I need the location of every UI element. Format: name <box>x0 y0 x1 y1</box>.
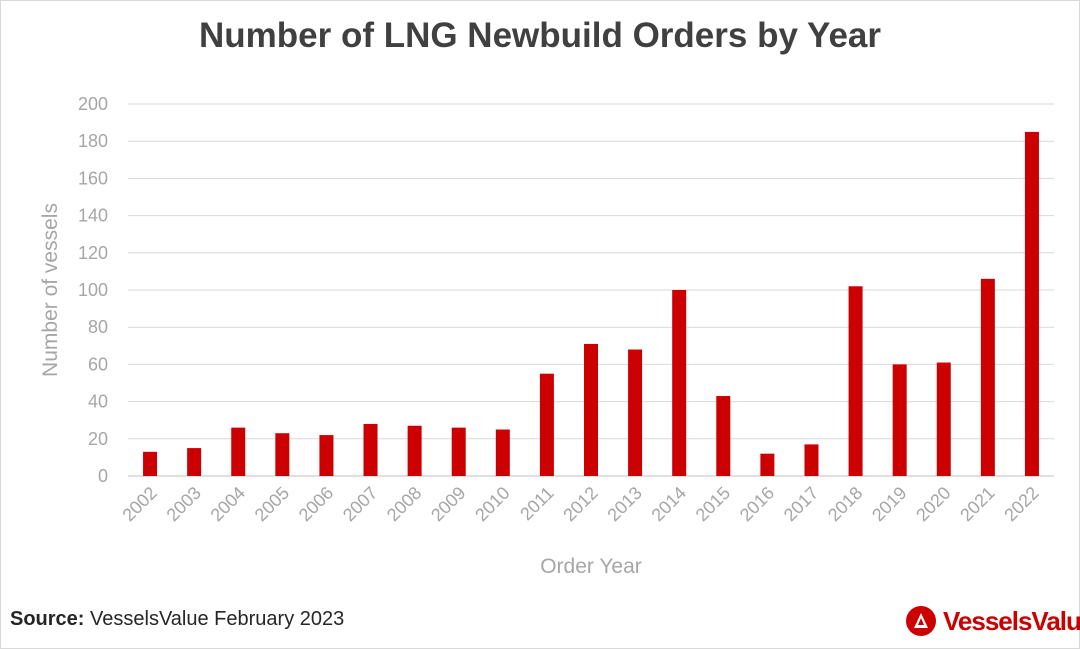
bar-2006 <box>319 435 334 476</box>
x-tick-label: 2011 <box>516 483 558 525</box>
bar-2010 <box>495 429 510 476</box>
x-tick-label: 2006 <box>295 483 337 525</box>
source-label: Source: <box>10 608 85 630</box>
x-tick-label: 2014 <box>648 483 690 525</box>
logo-icon <box>906 606 936 636</box>
bar-2020 <box>936 362 951 476</box>
bar-2016 <box>760 453 775 476</box>
bar-2009 <box>451 427 466 476</box>
bar-2011 <box>539 373 554 476</box>
bar-2013 <box>628 349 643 476</box>
x-tick-label: 2017 <box>780 483 822 525</box>
bar-2004 <box>231 427 246 476</box>
y-tick-label: 100 <box>78 280 108 300</box>
x-tick-label: 2016 <box>736 483 778 525</box>
y-tick-label: 120 <box>78 243 108 263</box>
bar-2019 <box>892 364 907 476</box>
y-tick-label: 140 <box>78 206 108 226</box>
x-tick-label: 2003 <box>163 483 205 525</box>
bar-2005 <box>275 433 290 476</box>
x-tick-label: 2010 <box>471 483 513 525</box>
x-tick-label: 2022 <box>1000 483 1042 525</box>
logo-text: VesselsValue <box>943 605 1080 636</box>
y-tick-label: 40 <box>88 392 108 412</box>
bar-2022 <box>1024 131 1039 476</box>
x-tick-label: 2013 <box>603 483 645 525</box>
bars <box>143 131 1039 476</box>
bar-chart: 0 20 40 60 80 100 120 140 160 180 200 2002 2003 2004… <box>39 94 1054 578</box>
y-axis-ticks: 0 20 40 60 80 100 120 140 160 180 200 <box>78 94 108 486</box>
bar-2002 <box>143 451 158 476</box>
x-tick-label: 2020 <box>912 483 954 525</box>
source-text: VesselsValue February 2023 <box>84 608 345 630</box>
x-tick-label: 2021 <box>956 483 998 525</box>
source-note: Source: VesselsValue February 2023 <box>10 608 344 631</box>
bar-2021 <box>980 278 995 476</box>
bar-2015 <box>716 396 731 476</box>
x-tick-label: 2009 <box>427 483 469 525</box>
x-tick-label: 2008 <box>383 483 425 525</box>
y-axis-title: Number of vessels <box>39 203 62 377</box>
x-axis-ticks: 2002 2003 2004 2005 2006 2007 2008 2009 2010 2011… <box>118 483 1042 525</box>
x-tick-label: 2005 <box>251 483 293 525</box>
x-axis-title: Order Year <box>540 555 642 578</box>
x-tick-label: 2012 <box>559 483 601 525</box>
x-tick-label: 2018 <box>824 483 866 525</box>
x-tick-label: 2007 <box>339 483 381 525</box>
bar-2007 <box>363 423 378 476</box>
y-tick-label: 60 <box>88 354 108 374</box>
x-tick-label: 2004 <box>207 483 249 525</box>
x-tick-label: 2002 <box>118 483 160 525</box>
y-tick-label: 0 <box>98 466 108 486</box>
x-tick-label: 2019 <box>868 483 910 525</box>
bar-2012 <box>584 343 598 476</box>
y-tick-label: 80 <box>88 317 108 337</box>
y-tick-label: 20 <box>88 429 108 449</box>
vesselsvalue-logo: VesselsValue <box>905 602 1080 640</box>
bar-2017 <box>804 444 819 476</box>
x-tick-label: 2015 <box>692 483 734 525</box>
chart-title: Number of LNG Newbuild Orders by Year <box>198 16 881 55</box>
y-tick-label: 180 <box>78 131 108 151</box>
y-tick-label: 160 <box>78 168 108 188</box>
bar-2008 <box>407 425 422 476</box>
bar-2003 <box>187 448 202 476</box>
bar-2014 <box>672 290 687 476</box>
y-tick-label: 200 <box>78 94 108 114</box>
bar-2018 <box>848 286 863 476</box>
